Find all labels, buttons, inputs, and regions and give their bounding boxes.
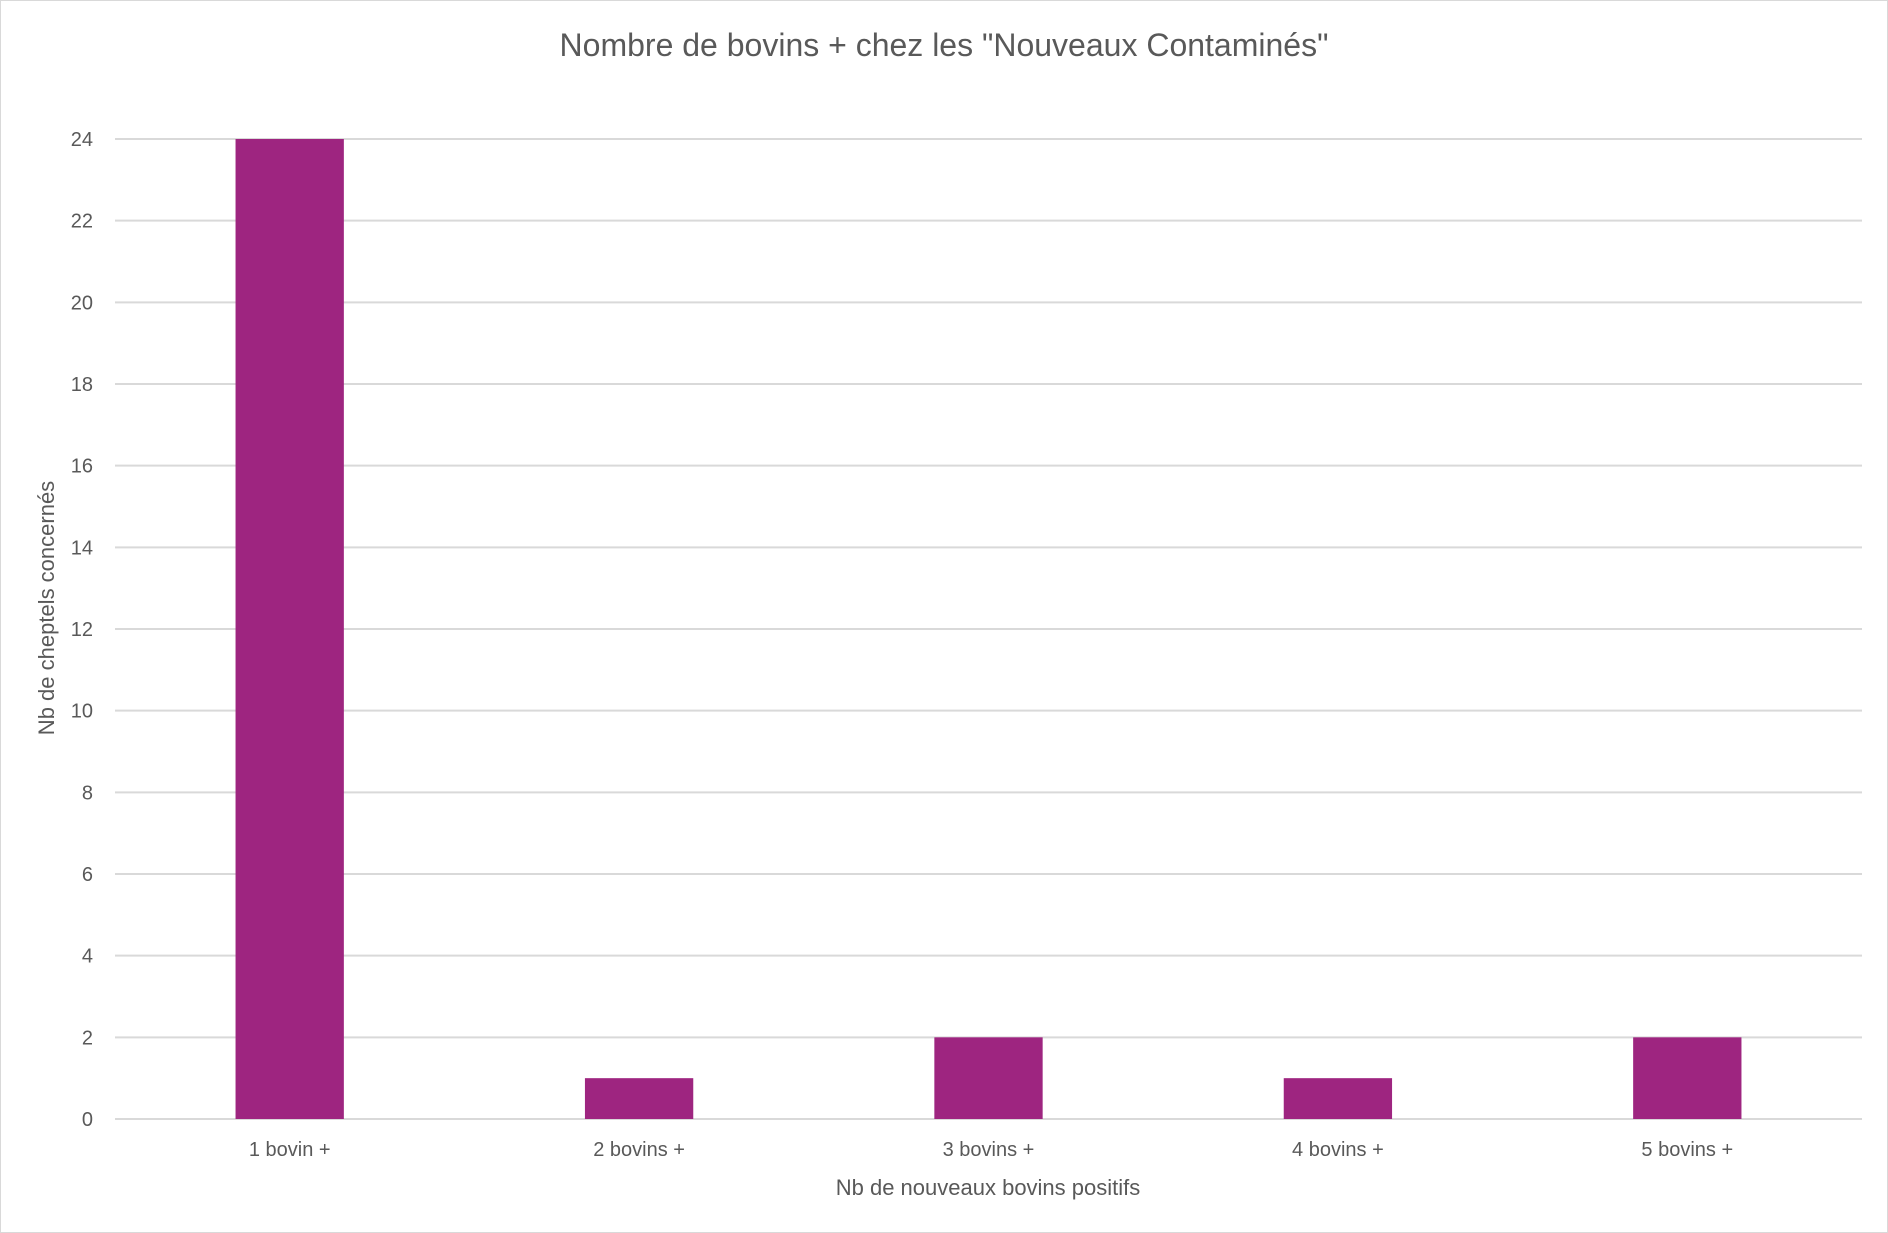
y-tick-label: 8 [82,782,93,804]
x-tick-label: 5 bovins + [1641,1139,1733,1161]
y-tick-label: 6 [82,864,93,886]
y-tick-label: 2 [82,1027,93,1049]
y-tick-label: 4 [82,946,93,968]
gridlines [115,138,1862,1120]
bar [235,139,344,1119]
y-axis-label: Nb de cheptels concernés [34,481,59,735]
x-tick-label: 1 bovin + [249,1139,331,1161]
y-tick-label: 22 [71,211,93,233]
bar [934,1037,1043,1119]
bar [1633,1037,1742,1119]
y-tick-label: 20 [71,292,93,314]
bars [235,139,1742,1119]
bar [584,1078,694,1119]
x-axis-ticks: 1 bovin + 2 bovins + 3 bovins + 4 bovins + 5… [249,1139,1733,1161]
y-tick-label: 24 [71,129,93,151]
x-tick-label: 4 bovins + [1292,1139,1384,1161]
bar [1283,1078,1393,1119]
chart-title: Nombre de bovins + chez les "Nouveaux Co… [560,27,1329,63]
y-tick-label: 14 [71,537,93,559]
y-tick-label: 18 [71,374,93,396]
y-tick-label: 0 [82,1109,93,1131]
x-tick-label: 2 bovins + [593,1139,685,1161]
x-axis-label: Nb de nouveaux bovins positifs [836,1175,1141,1200]
y-tick-label: 16 [71,456,93,478]
y-tick-label: 12 [71,619,93,641]
x-tick-label: 3 bovins + [943,1139,1035,1161]
y-tick-label: 10 [71,701,93,723]
